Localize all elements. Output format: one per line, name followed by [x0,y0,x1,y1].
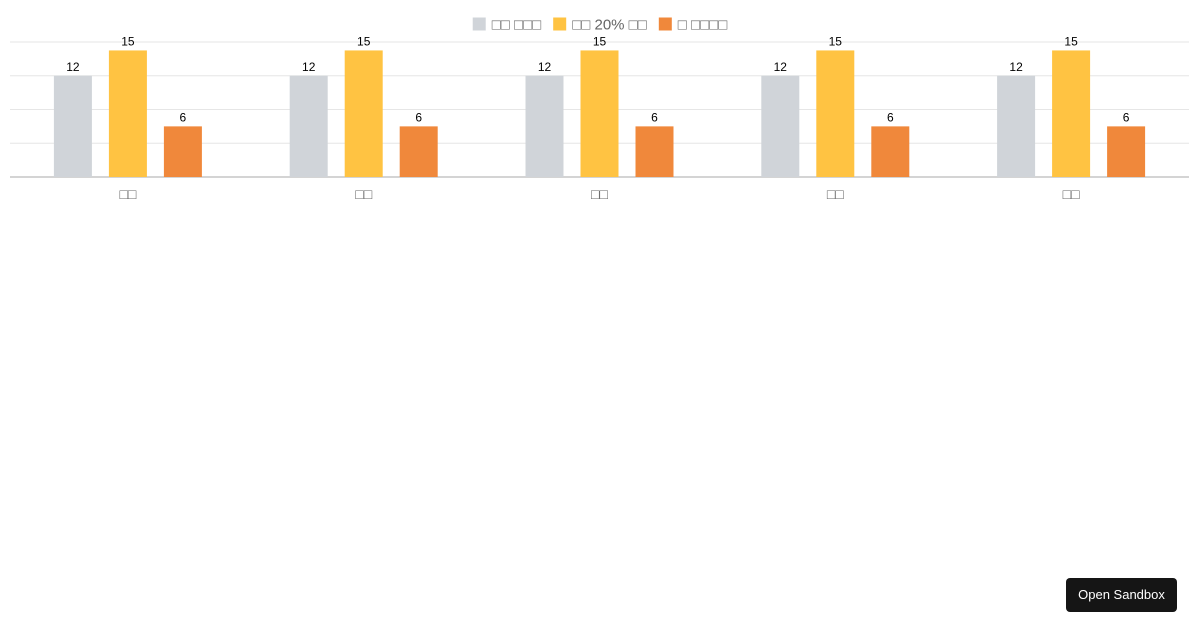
data-label: 15 [829,34,843,48]
data-label: 12 [1009,60,1023,74]
data-label: 6 [180,110,187,124]
x-tick-label: □□ [355,186,372,202]
data-label: 15 [121,34,135,48]
data-label: 6 [1123,110,1130,124]
data-label: 15 [593,34,607,48]
bar [289,75,328,177]
x-axis-ticks: □□ □□ □□ □□ □□ [119,186,1080,202]
bar [1107,126,1146,177]
legend-swatch [472,17,486,31]
bar [635,126,674,177]
data-label: 15 [1064,34,1078,48]
x-tick-label: □□ [591,186,608,202]
bar [761,75,800,177]
data-label: 6 [887,110,894,124]
data-label: 12 [538,60,552,74]
bar [344,50,383,177]
data-labels: 12 15 6 12 15 6 12 15 6 12 15 6 12 15 6 [66,34,1130,124]
bar [1052,50,1091,177]
legend-label: □□ 20% □□ [572,17,647,34]
legend-item: □□ 20% □□ [553,17,647,34]
data-label: 12 [774,60,788,74]
data-label: 6 [415,110,422,124]
legend: □□ □□□ □□ 20% □□ □ □□□□ [472,17,727,34]
bars [53,50,1146,177]
legend-swatch [553,17,567,31]
x-tick-label: □□ [827,186,844,202]
bar [108,50,147,177]
bar [580,50,619,177]
x-tick-label: □□ [119,186,136,202]
data-label: 6 [651,110,658,124]
bar [399,126,438,177]
legend-swatch [658,17,672,31]
data-label: 12 [302,60,316,74]
data-label: 15 [357,34,371,48]
bar [871,126,910,177]
legend-label: □ □□□□ [678,17,727,34]
data-label: 12 [66,60,80,74]
legend-item: □ □□□□ [658,17,727,34]
legend-item: □□ □□□ [472,17,541,34]
legend-label: □□ □□□ [492,17,541,34]
bar [53,75,92,177]
x-tick-label: □□ [1063,186,1080,202]
bar [525,75,564,177]
bar [163,126,202,177]
open-sandbox-button[interactable]: Open Sandbox [1066,578,1177,612]
bar [997,75,1036,177]
bar [816,50,855,177]
